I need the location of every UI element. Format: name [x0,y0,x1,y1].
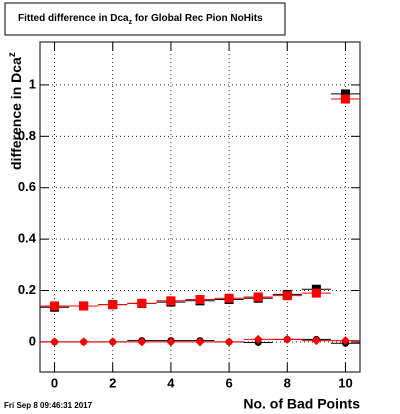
marker [340,94,350,104]
title-subscript: z [129,19,133,26]
y-tick-label: 0.6 [18,179,36,194]
marker [166,296,176,306]
y-tick-label: 0 [29,333,36,348]
marker [224,293,234,303]
x-tick-label: 6 [225,375,232,390]
marker [50,301,60,311]
x-tick-label: 0 [51,375,58,390]
marker [195,295,205,305]
ylabel-text: difference in Dca [8,57,24,170]
marker [137,337,147,347]
marker [108,300,118,310]
plot-frame [39,41,361,373]
marker [253,292,263,302]
ylabel-subscript: z [7,52,18,57]
title-text: for Global Rec Pion NoHits [132,13,263,24]
x-tick-label: 8 [284,375,291,390]
y-axis-label: difference in Dcaz [7,52,24,170]
marker [79,301,89,311]
marker [108,337,118,347]
marker [166,337,176,347]
y-tick-label: 0.8 [18,128,36,143]
marker [195,337,205,347]
marker [282,334,292,344]
title-text: Fitted difference in Dca [18,13,129,24]
marker [137,298,147,308]
marker [340,89,350,99]
marker [340,336,350,346]
marker [311,288,321,298]
chart-title: Fitted difference in Dcaz for Global Rec… [18,13,263,26]
marker [253,334,263,344]
x-tick-label: 4 [167,375,175,390]
marker [311,336,321,346]
marker [224,337,234,347]
y-tick-label: 1 [29,76,36,91]
x-tick-label: 2 [109,375,116,390]
x-axis-label: No. of Bad Points [243,396,360,412]
y-tick-label: 0.2 [18,282,36,297]
footer: Fri Sep 8 09:46:31 2017 [4,401,93,410]
marker [79,337,89,347]
y-tick-label: 0.4 [18,231,37,246]
x-tick-label: 10 [338,375,352,390]
marker [50,337,60,347]
title-box [4,2,286,36]
marker [282,291,292,301]
